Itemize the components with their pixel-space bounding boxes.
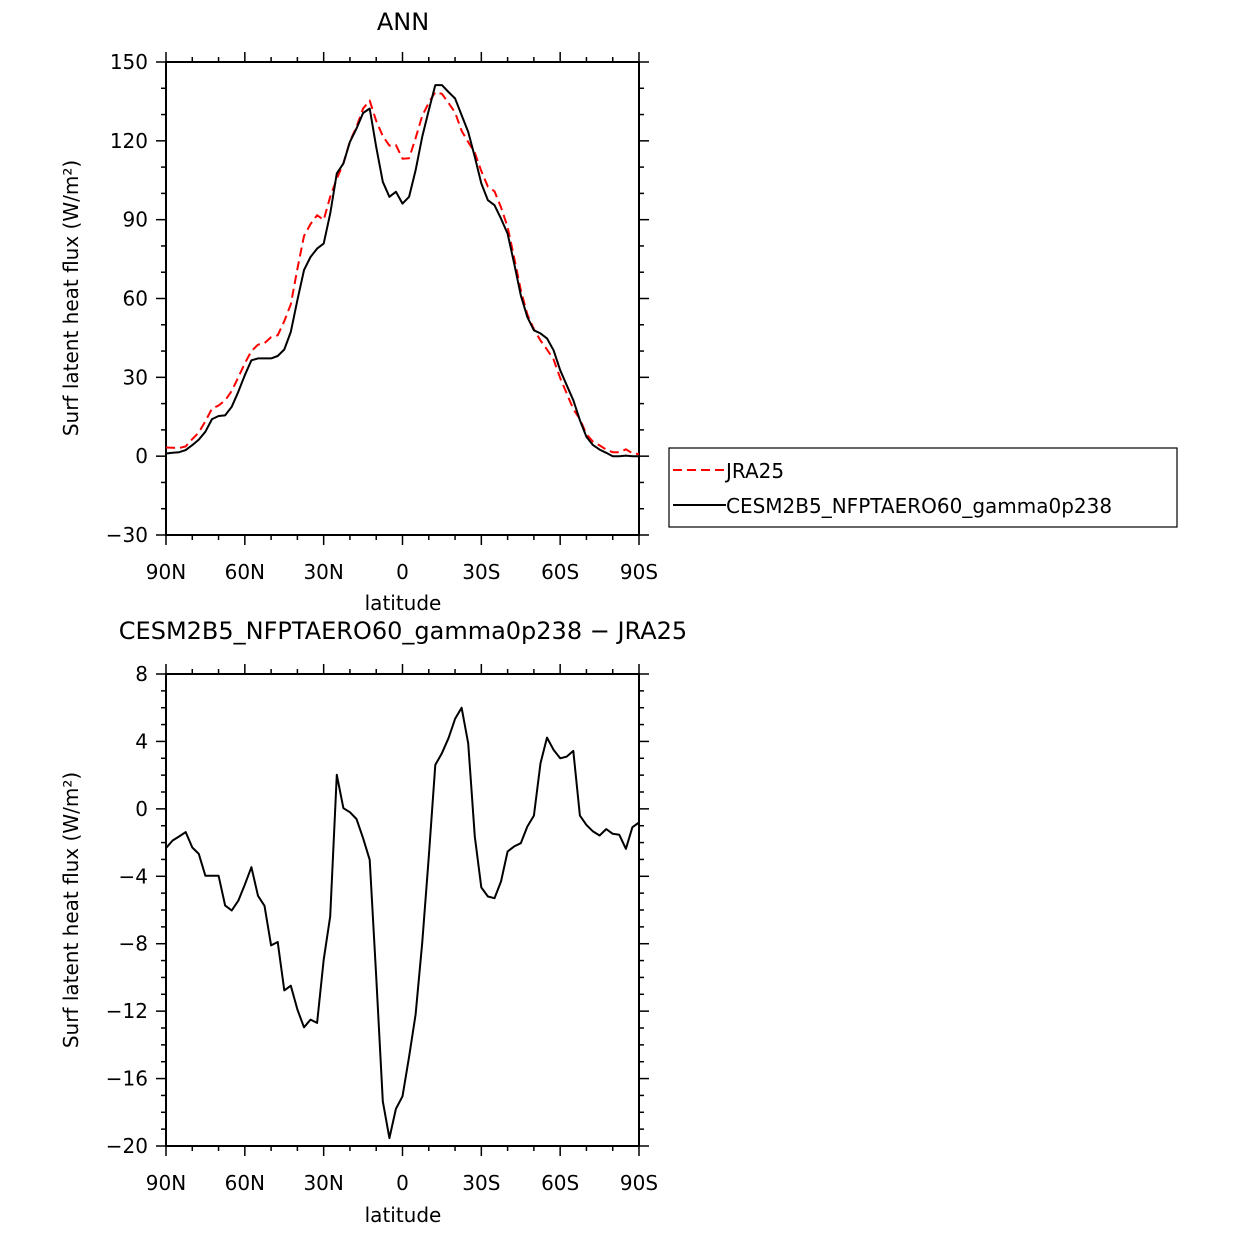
x-tick-label: 60S xyxy=(541,1171,579,1195)
x-tick-label: 60N xyxy=(225,560,265,584)
y-tick-label: −20 xyxy=(106,1134,148,1158)
legend-label-cesm: CESM2B5_NFPTAERO60_gamma0p238 xyxy=(726,494,1112,518)
panel-difference: CESM2B5_NFPTAERO60_gamma0p238 − JRA25 Su… xyxy=(59,617,687,1227)
x-tick-label: 90N xyxy=(146,560,186,584)
y-tick-label: −16 xyxy=(106,1067,148,1091)
x-tick-label: 30N xyxy=(303,1171,343,1195)
x-tick-label: 30N xyxy=(303,560,343,584)
y-tick-label: 120 xyxy=(110,129,148,153)
series-line-annual-1 xyxy=(165,84,639,458)
chart-title: ANN xyxy=(377,8,429,36)
y-tick-label: 0 xyxy=(135,797,148,821)
y-axis-title: Surf latent heat flux (W/m²) xyxy=(59,160,83,436)
y-tick-label: 60 xyxy=(123,287,148,311)
x-tick-label: 60N xyxy=(225,1171,265,1195)
y-tick-label: −4 xyxy=(119,864,148,888)
x-tick-label: 0 xyxy=(396,560,409,584)
y-tick-label: 150 xyxy=(110,50,148,74)
x-tick-label: 30S xyxy=(462,1171,500,1195)
x-tick-label: 60S xyxy=(541,560,579,584)
series-line-annual-0 xyxy=(165,91,640,456)
legend-label-jra25: JRA25 xyxy=(724,459,784,483)
x-tick-label: 0 xyxy=(396,1171,409,1195)
chart-title-difference: CESM2B5_NFPTAERO60_gamma0p238 − JRA25 xyxy=(119,617,687,645)
plot-frame xyxy=(165,673,640,1147)
y-tick-label: −12 xyxy=(106,999,148,1023)
x-axis-title: latitude xyxy=(365,591,442,615)
y-tick-label: −30 xyxy=(106,523,148,547)
y-tick-label: 0 xyxy=(135,444,148,468)
y-tick-label: 8 xyxy=(135,662,148,686)
x-tick-label: 30S xyxy=(462,560,500,584)
panel-annual-mean: ANN Surf latent heat flux (W/m²) latitud… xyxy=(59,8,658,615)
y-axis-title-difference: Surf latent heat flux (W/m²) xyxy=(59,772,83,1048)
x-tick-label: 90S xyxy=(620,1171,658,1195)
x-tick-label: 90S xyxy=(620,560,658,584)
y-tick-label: 4 xyxy=(135,729,148,753)
x-tick-label: 90N xyxy=(146,1171,186,1195)
plot-frame xyxy=(165,61,640,536)
y-tick-label: 30 xyxy=(123,365,148,389)
series-line-diff-0 xyxy=(165,706,640,1140)
x-axis-title-difference: latitude xyxy=(365,1203,442,1227)
y-tick-label: 90 xyxy=(123,208,148,232)
y-tick-label: −8 xyxy=(119,932,148,956)
legend: JRA25 CESM2B5_NFPTAERO60_gamma0p238 xyxy=(668,447,1178,528)
legend-box xyxy=(668,447,1178,528)
